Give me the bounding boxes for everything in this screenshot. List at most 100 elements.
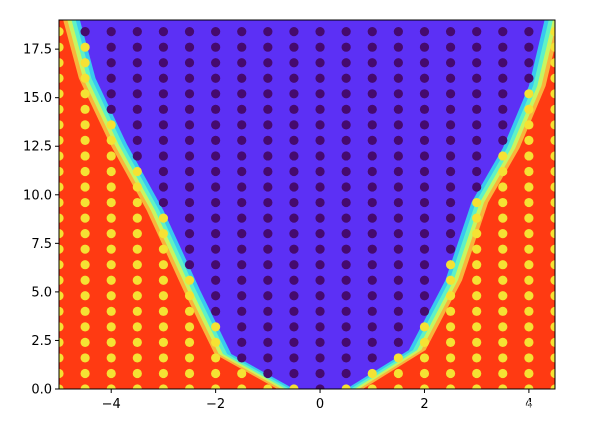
point-outside (184, 291, 195, 301)
point-inside (237, 27, 247, 37)
point-inside (106, 27, 116, 37)
point-inside (263, 42, 273, 52)
point-inside (367, 306, 377, 316)
point-inside (132, 42, 142, 52)
point-inside (419, 275, 430, 285)
point-outside (132, 353, 142, 363)
x-tick-label: 2 (420, 397, 428, 412)
point-inside (419, 135, 430, 146)
point-outside (472, 213, 482, 223)
point-inside (289, 368, 299, 379)
point-inside (315, 27, 325, 37)
point-inside (498, 135, 508, 146)
scatter-points (59, 27, 555, 389)
point-outside (550, 291, 555, 301)
point-outside (80, 229, 90, 239)
point-outside (498, 151, 508, 161)
point-inside (263, 322, 273, 332)
point-outside (445, 368, 456, 379)
point-inside (132, 27, 142, 37)
point-inside (472, 89, 482, 99)
point-outside (80, 166, 90, 177)
point-inside (263, 73, 273, 83)
point-outside (106, 197, 116, 208)
point-inside (289, 120, 299, 130)
point-inside (367, 291, 377, 301)
point-outside (59, 151, 64, 161)
point-inside (367, 275, 377, 285)
point-inside (393, 73, 403, 83)
point-outside (498, 337, 508, 347)
point-inside (289, 27, 299, 37)
point-inside (341, 58, 351, 68)
point-inside (419, 27, 430, 37)
point-outside (132, 229, 142, 239)
point-inside (367, 337, 377, 347)
point-inside (472, 151, 482, 161)
point-inside (393, 182, 403, 192)
watermark: 知乎 @牧歌思无邪 (454, 398, 579, 416)
point-outside (59, 135, 64, 146)
point-outside (59, 353, 64, 363)
point-inside (367, 322, 377, 332)
point-inside (315, 135, 325, 146)
point-outside (80, 182, 90, 192)
point-inside (393, 58, 403, 68)
point-outside (184, 322, 195, 332)
y-tick-label: 2.5 (31, 334, 52, 349)
point-inside (211, 260, 221, 270)
point-inside (341, 260, 351, 270)
point-inside (393, 337, 403, 347)
point-outside (498, 197, 508, 208)
point-inside (263, 27, 273, 37)
point-inside (237, 104, 247, 114)
point-outside (472, 197, 482, 208)
point-inside (289, 275, 299, 285)
point-outside (550, 73, 555, 83)
point-inside (341, 306, 351, 316)
point-outside (524, 104, 534, 114)
point-outside (472, 229, 482, 239)
point-inside (341, 166, 351, 177)
point-inside (315, 244, 325, 254)
point-inside (367, 73, 377, 83)
point-inside (263, 182, 273, 192)
point-inside (341, 197, 351, 208)
point-outside (106, 306, 116, 316)
point-outside (472, 244, 482, 254)
point-inside (445, 244, 456, 254)
point-outside (524, 182, 534, 192)
point-outside (498, 182, 508, 192)
point-outside (472, 384, 482, 389)
point-inside (367, 182, 377, 192)
point-inside (367, 135, 377, 146)
point-outside (550, 42, 555, 52)
point-outside (524, 120, 534, 130)
point-outside (106, 260, 116, 270)
point-outside (59, 275, 64, 285)
point-outside (132, 197, 142, 208)
point-inside (524, 58, 534, 68)
point-inside (158, 89, 169, 99)
x-tick-label: −4 (102, 397, 121, 412)
point-outside (106, 353, 116, 363)
point-outside (158, 275, 169, 285)
point-outside (498, 166, 508, 177)
point-inside (445, 182, 456, 192)
point-outside (524, 384, 534, 389)
point-inside (341, 151, 351, 161)
point-inside (315, 151, 325, 161)
point-inside (211, 182, 221, 192)
point-inside (263, 229, 273, 239)
point-inside (211, 197, 221, 208)
point-outside (158, 368, 169, 379)
point-outside (524, 322, 534, 332)
point-inside (158, 27, 169, 37)
point-outside (80, 275, 90, 285)
point-inside (445, 73, 456, 83)
point-outside (498, 322, 508, 332)
point-outside (158, 306, 169, 316)
point-outside (80, 384, 90, 389)
y-tick-label: 15.0 (23, 91, 52, 106)
point-outside (550, 58, 555, 68)
